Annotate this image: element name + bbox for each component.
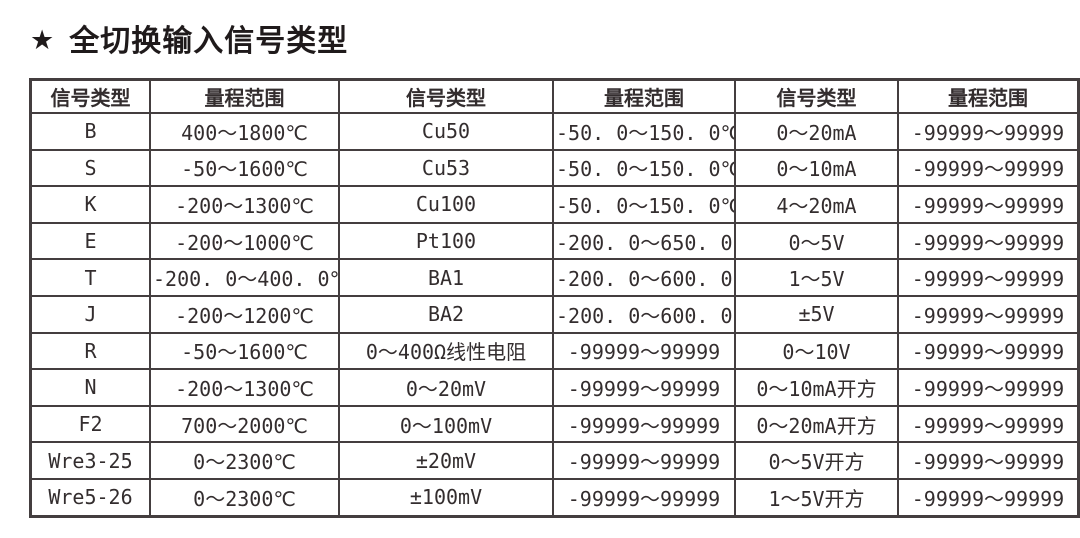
signal-type-cell: 1～5V开方 [734,477,899,518]
signal-type-cell: R [29,331,151,371]
column-header: 信号类型 [734,78,899,114]
range-cell: -50. 0～150. 0℃ [552,112,736,151]
range-cell: 700～2000℃ [149,404,340,444]
header-row: 信号类型 量程范围 信号类型 量程范围 信号类型 量程范围 [29,78,1080,114]
range-cell: -99999～99999 [897,368,1080,407]
signal-type-cell: ±5V [734,294,899,334]
range-cell: -200～1200℃ [149,294,340,334]
range-cell: -50～1600℃ [149,148,340,188]
signal-type-cell: T [29,258,151,297]
signal-type-cell: 0～20mV [338,368,554,407]
range-cell: -200～1300℃ [149,185,340,224]
range-cell: -99999～99999 [897,477,1080,518]
signal-type-cell: 4～20mA [734,185,899,224]
table-row: N -200～1300℃ 0～20mV -99999～99999 0～10mA开方 -99… [29,368,1080,407]
signal-type-cell: Wre3-25 [29,441,151,480]
signal-type-cell: BA2 [338,294,554,334]
table-row: Wre5-26 0～2300℃ ±100mV -99999～99999 1～5V开方 -9… [29,477,1080,518]
range-cell: -200. 0～400. 0℃ [149,258,340,297]
range-cell: -50. 0～150. 0℃ [552,148,736,188]
signal-type-cell: Cu50 [338,112,554,151]
table-row: R -50～1600℃ 0～400Ω线性电阻 -99999～99999 0～10V -99… [29,331,1080,371]
range-cell: -99999～99999 [897,221,1080,261]
signal-type-cell: 0～20mA开方 [734,404,899,444]
signal-type-cell: Wre5-26 [29,477,151,518]
range-cell: 400～1800℃ [149,112,340,151]
table-row: K -200～1300℃ Cu100 -50. 0～150. 0℃ 4～20mA -999… [29,185,1080,224]
signal-type-cell: Cu53 [338,148,554,188]
range-cell: -99999～99999 [552,441,736,480]
signal-type-cell: 0～100mV [338,404,554,444]
signal-type-cell: 0～10mA [734,148,899,188]
signal-type-cell: 0～5V开方 [734,441,899,480]
range-cell: -99999～99999 [897,148,1080,188]
signal-type-cell: E [29,221,151,261]
signal-type-cell: 0～10mA开方 [734,368,899,407]
signal-type-cell: J [29,294,151,334]
range-cell: -99999～99999 [552,368,736,407]
range-cell: -200. 0～600. 0℃ [552,258,736,297]
page-title-text: 全切换输入信号类型 [69,24,349,59]
range-cell: -200～1000℃ [149,221,340,261]
signal-type-cell: K [29,185,151,224]
signal-type-cell: 0～20mA [734,112,899,151]
range-cell: -99999～99999 [897,258,1080,297]
range-cell: -99999～99999 [897,441,1080,480]
range-cell: -99999～99999 [897,294,1080,334]
signal-type-cell: 1～5V [734,258,899,297]
signal-type-cell: BA1 [338,258,554,297]
range-cell: -99999～99999 [552,477,736,518]
range-cell: -50～1600℃ [149,331,340,371]
star-icon: ★ [30,25,56,56]
page-title: ★ 全切换输入信号类型 [30,16,348,60]
column-header: 量程范围 [149,78,340,114]
signal-type-cell: ±20mV [338,441,554,480]
range-cell: -99999～99999 [897,331,1080,371]
range-cell: -99999～99999 [552,404,736,444]
range-cell: -50. 0～150. 0℃ [552,185,736,224]
range-cell: 0～2300℃ [149,477,340,518]
table-row: B 400～1800℃ Cu50 -50. 0～150. 0℃ 0～20mA -99999… [29,112,1080,151]
table-head: 信号类型 量程范围 信号类型 量程范围 信号类型 量程范围 [29,78,1080,114]
table-row: S -50～1600℃ Cu53 -50. 0～150. 0℃ 0～10mA -99999… [29,148,1080,188]
range-cell: -99999～99999 [897,404,1080,444]
signal-type-cell: B [29,112,151,151]
column-header: 量程范围 [897,78,1080,114]
range-cell: 0～2300℃ [149,441,340,480]
table-row: Wre3-25 0～2300℃ ±20mV -99999～99999 0～5V开方 -99… [29,441,1080,480]
range-cell: -99999～99999 [552,331,736,371]
signal-type-cell: N [29,368,151,407]
table-body: B 400～1800℃ Cu50 -50. 0～150. 0℃ 0～20mA -99999… [29,112,1080,518]
range-cell: -200. 0～650. 0℃ [552,221,736,261]
range-cell: -200～1300℃ [149,368,340,407]
range-cell: -200. 0～600. 0℃ [552,294,736,334]
signal-type-cell: F2 [29,404,151,444]
signal-type-cell: Cu100 [338,185,554,224]
signal-type-cell: 0～5V [734,221,899,261]
signal-type-table: 信号类型 量程范围 信号类型 量程范围 信号类型 量程范围 B 400～1800℃ Cu50-… [29,78,1080,518]
signal-type-cell: S [29,148,151,188]
range-cell: -99999～99999 [897,185,1080,224]
column-header: 信号类型 [29,78,151,114]
signal-type-cell: Pt100 [338,221,554,261]
column-header: 信号类型 [338,78,554,114]
range-cell: -99999～99999 [897,112,1080,151]
signal-type-cell: 0～10V [734,331,899,371]
signal-type-cell: 0～400Ω线性电阻 [338,331,554,371]
table-row: F2 700～2000℃ 0～100mV -99999～99999 0～20mA开方 -9… [29,404,1080,444]
signal-type-cell: ±100mV [338,477,554,518]
column-header: 量程范围 [552,78,736,114]
